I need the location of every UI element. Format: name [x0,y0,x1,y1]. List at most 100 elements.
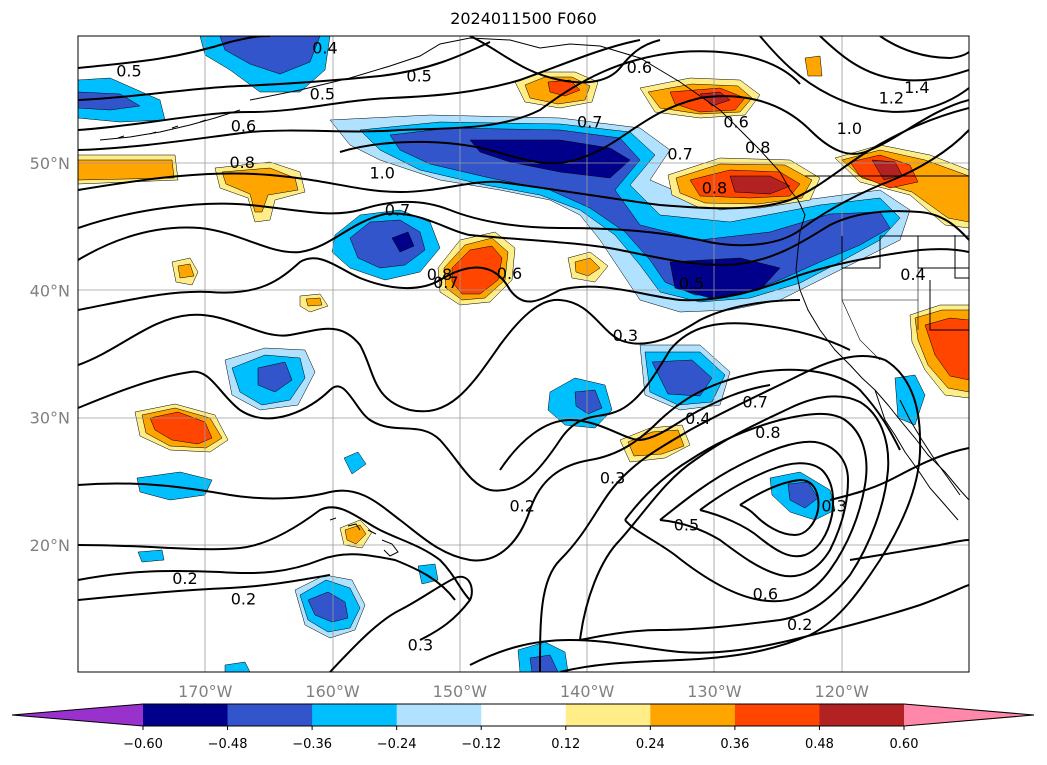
latitude-labels: 20°N 30°N 40°N 50°N [30,154,70,555]
shading-region [177,263,195,279]
shading-region [78,91,141,111]
shading-region [924,317,969,381]
latitude-tick-label: 20°N [30,536,70,555]
contour-label: 0.2 [787,615,812,634]
contour-line [469,36,661,84]
longitude-tick-label: 160°W [305,682,360,701]
contour-label: 0.5 [310,85,335,104]
shading-region [529,654,559,672]
shading-region [224,661,251,672]
shading-region [343,451,367,475]
shading-region [349,219,426,269]
map-frame [77,35,970,673]
contour-label: 0.6 [497,264,522,283]
contour-label: 0.2 [510,497,535,516]
gulf-of-california [899,399,961,496]
colorbar-swatch [734,704,820,726]
contour-line [78,322,851,492]
colorbar-tick-label: 0.36 [720,737,749,752]
colorbar-swatch [481,704,567,726]
contour-label: 0.3 [600,469,625,488]
contour-label: 0.5 [674,516,699,535]
contour-label: 0.7 [742,392,767,411]
colorbar-tick-label: −0.24 [377,737,417,752]
baja-coast [874,389,959,521]
shading-region [219,36,321,75]
colorbar-swatch [143,704,229,726]
contour-label: 0.6 [231,116,256,135]
contour-label: 0.4 [312,39,337,58]
shading-region [221,167,299,213]
us-border [805,175,969,331]
contour-line [329,575,473,672]
contour-label: 0.5 [406,67,431,86]
state-lines [841,268,919,361]
contour-label: 0.8 [755,423,780,442]
contour-line [539,354,922,672]
contour-line [499,384,771,471]
colorbar-tick-label: 0.24 [636,737,665,752]
contour-label: 0.4 [685,409,710,428]
colorbar-tick-label: −0.48 [208,737,248,752]
contour-label: 1.2 [879,88,904,107]
colorbar-tick-label: −0.36 [292,737,332,752]
hawaii-islands [329,517,399,557]
colorbar-extend-low [12,704,143,726]
latitude-tick-label: 30°N [30,409,70,428]
latitude-tick-label: 40°N [30,281,70,300]
colorbar-swatch [227,704,313,726]
negative-shading [78,36,926,672]
contour-label: 1.4 [904,78,929,97]
contour-label: 0.7 [577,112,602,131]
contour-label: 1.0 [369,163,394,182]
contour-labels: 0.4 0.5 0.5 0.5 0.6 0.8 0.6 0.7 0.6 0.7 0.8 0.8 1.0 1… [116,39,929,655]
contour-label: 0.6 [753,584,778,603]
contour-line [699,462,835,558]
contour-label: 0.4 [900,265,925,284]
shading-region [729,175,791,195]
contour-label: 0.8 [229,153,254,172]
contour-line [829,447,969,501]
contour-label: 0.7 [385,200,410,219]
contour-line [849,539,969,561]
map-title: 2024011500 F060 [450,9,597,28]
shading-region [307,591,349,623]
contour-line [78,248,969,311]
shading-region [137,549,165,563]
map-gridlines [78,36,969,672]
contour-label: 0.2 [172,569,197,588]
shading-region [451,245,503,295]
shading-region [305,297,323,307]
shading-region [787,481,819,509]
longitude-tick-label: 130°W [687,682,742,701]
shading-region [389,127,891,296]
colorbar-extend-high [904,704,1034,726]
shading-region [574,389,603,415]
contour-label: 0.3 [613,326,638,345]
contour-line [759,36,969,113]
coastlines [99,37,969,557]
colorbar-swatch [312,704,398,726]
contour-line [78,298,801,413]
contour-line [78,368,901,562]
contour-label: 0.8 [427,265,452,284]
contour-line [78,50,801,151]
colorbar-tick-label: 0.12 [551,737,580,752]
contour-line [78,210,969,266]
shading-region [469,139,631,179]
shading-region [257,361,293,393]
contour-label: 0.7 [667,144,692,163]
colorbar-swatch [819,704,905,726]
contour-label: 0.2 [231,589,256,608]
contour-line [879,36,969,60]
longitude-tick-label: 120°W [815,682,870,701]
colorbar-swatch [650,704,736,726]
colorbar-tick-label: 0.60 [890,737,919,752]
longitude-tick-label: 170°W [178,682,233,701]
contour-line [78,39,641,131]
contour-label: 0.6 [627,58,652,77]
contour-label: 1.0 [837,119,862,138]
bc-coast [789,189,969,501]
aleutian-islands [99,109,241,141]
